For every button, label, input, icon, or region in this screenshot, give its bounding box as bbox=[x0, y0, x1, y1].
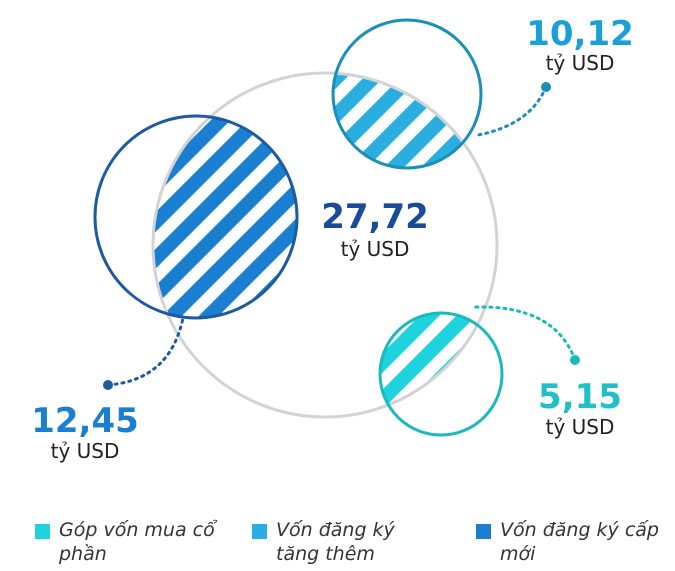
dot bbox=[541, 82, 551, 92]
part-unit: tỷ USD bbox=[546, 51, 615, 75]
total-value: 27,72 bbox=[321, 197, 429, 237]
legend-item: Góp vốn mua cổ phần bbox=[35, 518, 224, 566]
total-unit: tỷ USD bbox=[341, 237, 410, 261]
dot bbox=[570, 355, 580, 365]
total-circle bbox=[151, 71, 499, 419]
dot bbox=[103, 380, 113, 390]
legend-item: Vốn đăng ký cấp mới bbox=[476, 518, 665, 566]
part-value: 10,12 bbox=[526, 14, 634, 54]
new-circle bbox=[93, 114, 299, 320]
legend-label: Vốn đăng ký tăng thêm bbox=[276, 519, 395, 565]
legend-item: Vốn đăng ký tăng thêm bbox=[252, 518, 441, 566]
part-value: 12,45 bbox=[31, 401, 139, 441]
share-circle bbox=[378, 311, 504, 437]
added-circle bbox=[331, 18, 483, 170]
legend-label: Vốn đăng ký cấp mới bbox=[500, 519, 659, 565]
part-unit: tỷ USD bbox=[546, 415, 615, 439]
part-value: 5,15 bbox=[538, 377, 622, 417]
legend-label: Góp vốn mua cổ phần bbox=[59, 519, 215, 565]
leaders bbox=[106, 85, 577, 387]
part-unit: tỷ USD bbox=[51, 439, 120, 463]
diagram: 27,72 tỷ USD 12,45 tỷ USD 10,12 tỷ USD 5… bbox=[31, 14, 634, 463]
